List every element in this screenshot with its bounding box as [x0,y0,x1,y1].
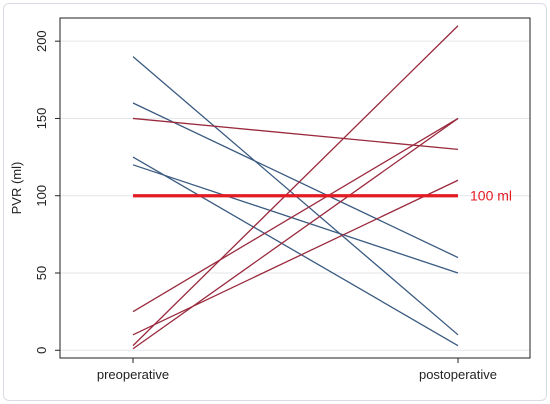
plot-area [59,17,531,359]
y-tick-label: 100 [34,185,49,207]
chart-frame [3,3,547,401]
y-tick-label: 0 [34,347,49,354]
series-line-increasing [132,179,459,336]
y-tick-label: 150 [34,108,49,130]
axis-ticks: 0 50 100 150 200 preoperative postoperative [34,30,497,382]
series-line-decreasing [132,164,459,274]
reference-line-group: 100 ml [133,188,512,204]
series-line-increasing [132,117,459,350]
series-line-decreasing [132,156,459,347]
y-tick-label: 50 [34,266,49,280]
series-line-increasing [132,117,459,313]
series-line-increasing [132,117,459,151]
x-tick-label: postoperative [419,367,497,382]
y-axis-title: PVR (ml) [9,162,24,215]
series-line-decreasing [132,102,459,259]
reference-line-label: 100 ml [470,188,512,204]
series-lines [132,25,459,350]
x-tick-label: preoperative [97,367,169,382]
y-tick-label: 200 [34,30,49,52]
series-line-increasing [132,25,459,347]
